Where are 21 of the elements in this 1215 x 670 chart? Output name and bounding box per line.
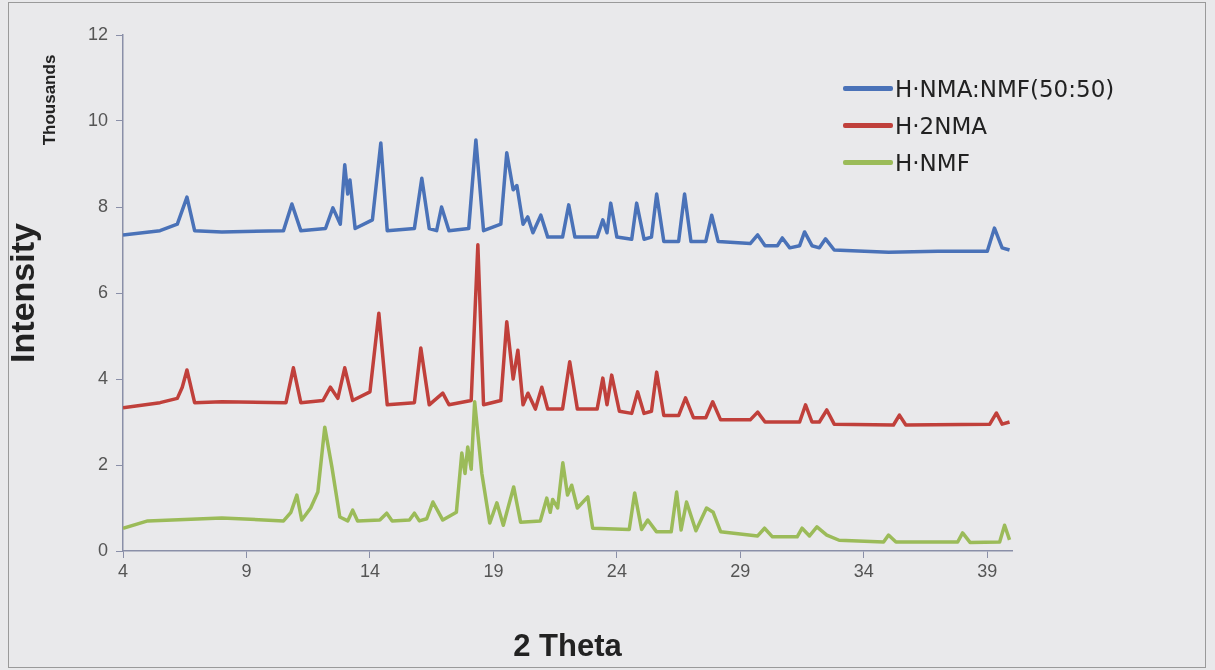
x-axis-title: 2 Theta: [513, 627, 623, 663]
y-tick-label: 2: [97, 453, 108, 474]
x-tick-label: 14: [359, 560, 380, 581]
x-tick-label: 39: [977, 560, 998, 581]
text: Thousands: [39, 54, 59, 146]
y-tick-label: 0: [97, 539, 108, 560]
x-tick-label: 9: [241, 560, 252, 581]
x-tick-label: 4: [117, 560, 129, 581]
x-tick-label: 19: [483, 560, 504, 581]
y-tick-label: 4: [97, 367, 108, 388]
y-tick-label: 10: [87, 109, 108, 130]
legend-label: H·2NMA: [895, 112, 988, 139]
x-tick-label: 34: [853, 560, 874, 581]
y-tick-label: 8: [97, 195, 108, 216]
legend-label: H·NMA:NMF(50:50): [895, 75, 1115, 102]
x-tick-label: 24: [606, 560, 627, 581]
x-tick-label: 29: [730, 560, 751, 581]
y-axis-title: Intensity: [2, 223, 41, 363]
legend-label: H·NMF: [895, 149, 970, 176]
y-tick-label: 12: [87, 23, 108, 44]
y-tick-label: 6: [97, 281, 108, 302]
